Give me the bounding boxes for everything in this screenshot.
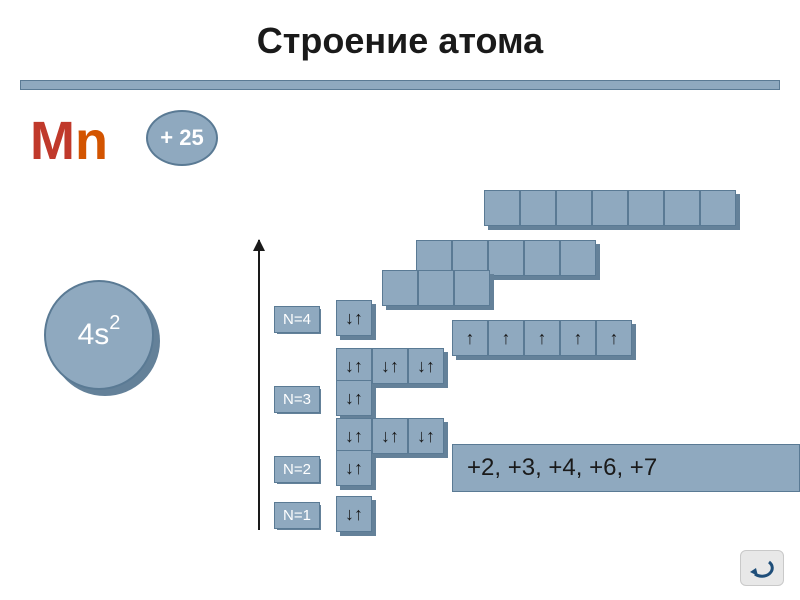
config-base: 4s [78,318,110,352]
orbital-box: ↓↑ [336,450,372,486]
electron-config-circle: 4s2 [44,280,154,390]
page-title: Строение атома [0,0,800,80]
orbital-box [484,190,520,226]
orbital-box: ↑ [524,320,560,356]
orbital-box: ↑ [596,320,632,356]
element-symbol: Mn [30,110,108,172]
config-superscript: 2 [109,312,120,335]
orbital-box [560,240,596,276]
orbital-box [664,190,700,226]
orbital-box: ↓↑ [336,380,372,416]
back-button[interactable] [740,550,784,586]
orbital-box: ↓↑ [336,348,372,384]
element-letter-n: n [75,111,108,171]
nucleus-charge-circle: + 25 [146,110,218,166]
nucleus-charge-label: + 25 [160,125,203,151]
oxidation-states-box: +2, +3, +4, +6, +7 [452,444,800,492]
oxidation-states-text: +2, +3, +4, +6, +7 [467,454,657,482]
orbital-box [700,190,736,226]
orbital-box [592,190,628,226]
title-divider [20,80,780,90]
orbital-box [520,190,556,226]
energy-level-label: N=3 [274,386,320,413]
orbital-box: ↓↑ [372,348,408,384]
orbital-box [628,190,664,226]
orbital-box [418,270,454,306]
orbital-box: ↑ [488,320,524,356]
energy-level-label: N=4 [274,306,320,333]
element-letter-m: M [30,111,75,171]
orbital-box: ↓↑ [408,418,444,454]
energy-level-label: N=2 [274,456,320,483]
back-arrow-icon [747,558,777,578]
orbital-box: ↓↑ [408,348,444,384]
orbital-box [382,270,418,306]
orbital-box: ↑ [452,320,488,356]
energy-level-label: N=1 [274,502,320,529]
orbital-box [556,190,592,226]
orbital-box [524,240,560,276]
orbital-box [454,270,490,306]
title-text: Строение атома [257,20,543,61]
energy-axis-arrow [258,240,260,530]
orbital-box: ↓↑ [336,496,372,532]
orbital-box: ↓↑ [372,418,408,454]
orbital-box: ↓↑ [336,418,372,454]
orbital-box: ↓↑ [336,300,372,336]
orbital-box [488,240,524,276]
orbital-box: ↑ [560,320,596,356]
